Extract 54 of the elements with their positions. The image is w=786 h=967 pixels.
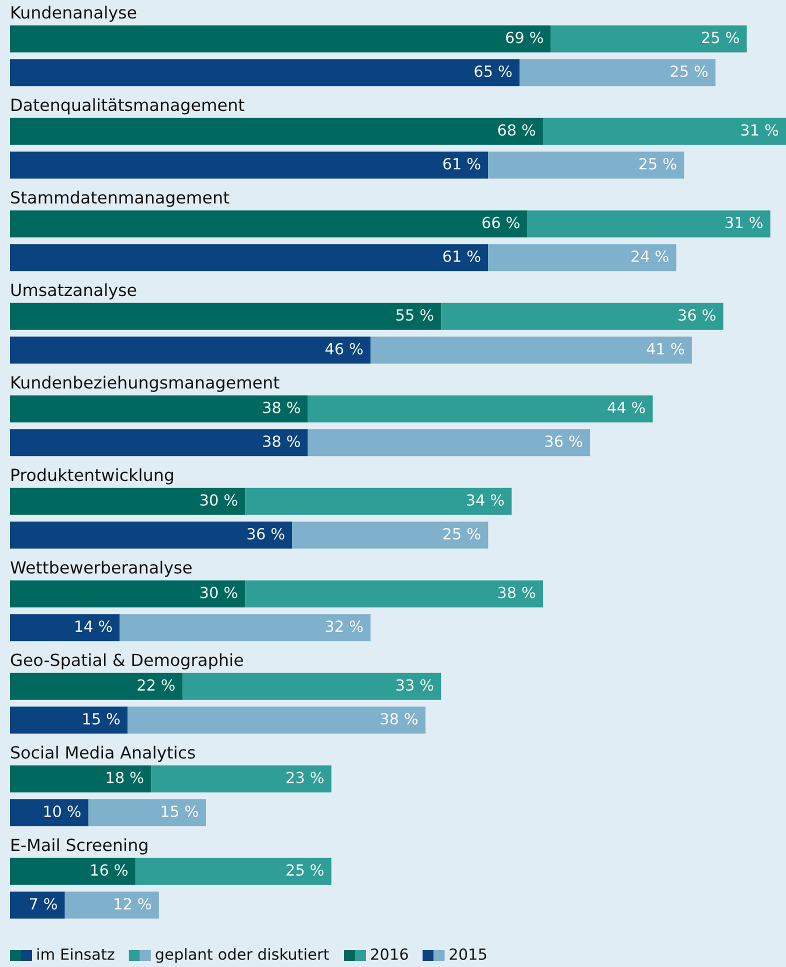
data-label: 65 % [474,65,512,78]
annotation: 2016 [371,948,408,960]
data-label: 25 % [670,65,708,78]
data-label: 38 % [263,435,300,448]
data-label: 38 % [380,712,418,725]
y-tick-label: Kundenbeziehungsmanagement [12,376,280,392]
data-label: 66 % [482,216,520,228]
data-label: 69 % [506,32,543,44]
data-label: 55 % [396,309,434,321]
data-label: 25 % [702,32,739,44]
data-label: 25 % [443,528,480,540]
y-tick-label: E-Mail Screening [12,838,148,854]
y-tick-label: Stammdatenmanagement [11,190,230,207]
data-label: 18 % [106,772,144,784]
data-label: 68 % [498,124,536,136]
data-label: 12 % [114,898,152,910]
y-tick-label: Social Media Analytics [11,746,195,762]
data-label: 24 % [632,250,668,262]
data-label: 33 % [396,679,434,691]
data-label: 25 % [639,158,676,170]
y-tick-label: Geo-Spatial & Demographie [10,653,243,670]
data-label: 36 % [247,528,284,540]
data-label: 30 % [200,494,238,506]
data-label: 31 % [726,216,762,228]
data-label: 15 % [83,712,120,725]
y-tick-label: Wettbewerberanalyse [10,560,192,577]
legend-label: im Einsatz [37,948,114,960]
legend-label: geplant oder diskutiert [156,948,329,963]
data-label: 16 % [91,864,128,876]
data-label: 31 % [741,124,778,136]
data-label: 36 % [545,435,582,448]
data-label: 7 % [30,898,57,910]
data-label: 61 % [443,250,480,262]
data-label: 32 % [326,620,363,632]
data-label: 61 % [443,158,480,170]
y-tick-label: Umsatzanalyse [11,283,136,300]
data-label: 30 % [200,586,238,598]
y-tick-label: Kundenanalyse [12,6,136,22]
annotation: 2015 [450,948,486,960]
data-label: 38 % [263,402,300,414]
data-label: 14 % [76,620,112,632]
data-label: 41 % [646,342,684,355]
data-label: 36 % [678,309,716,321]
y-tick-label: Produktentwicklung [12,468,174,484]
data-label: 22 % [138,679,175,691]
data-label: 23 % [286,772,324,784]
data-label: 44 % [608,402,645,414]
data-label: 10 % [44,805,80,818]
y-tick-label: Datenqualitätsmanagement [12,98,244,114]
data-label: 38 % [498,586,536,598]
data-label: 46 % [325,342,363,355]
data-label: 25 % [286,864,324,876]
data-label: 15 % [162,805,198,818]
data-label: 34 % [466,494,504,506]
